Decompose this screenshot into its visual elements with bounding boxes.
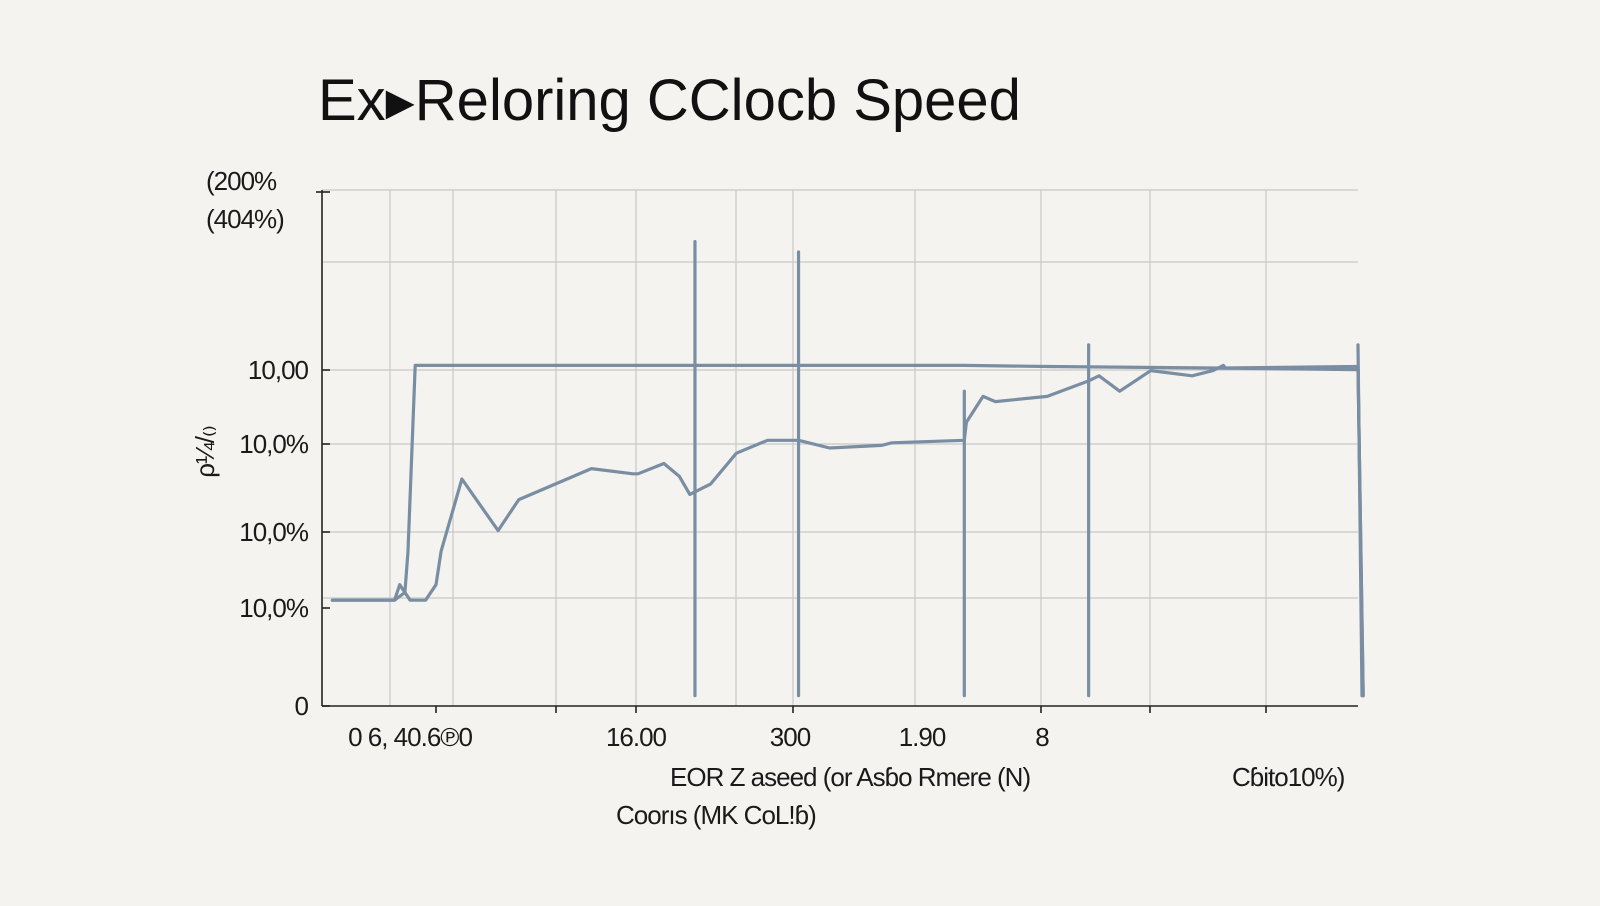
x-tick-label: 300 (770, 722, 811, 752)
y-tick-label: 10,0% (239, 593, 309, 623)
y-tick-label: 10,0% (239, 429, 309, 459)
x-tick-label: 16.00 (606, 722, 667, 752)
x-axis-label-line1: EOR Z aseed (or Asɓo Rmere (N) (670, 762, 1030, 792)
x-axis-label-line2: Coorıs (MK CoL!ɓ) (616, 800, 816, 830)
series-line-2 (330, 363, 1365, 698)
vertical-marker-5 (1356, 343, 1364, 698)
grid (322, 189, 1358, 706)
top-label-1: (200% (206, 166, 277, 196)
y-tick-labels: 10,00 10,0% 10,0% 10,0% 0 (239, 191, 330, 721)
x-tick-label: 8 (1035, 722, 1049, 752)
y-tick-label: 10,00 (248, 355, 309, 385)
series-line-1 (330, 363, 1365, 698)
axes (321, 190, 1358, 707)
y-tick-label: 10,0% (239, 517, 309, 547)
y-tick-label: 0 (295, 691, 309, 721)
chart-title: Ex▸Reloring CClocb Speed (318, 68, 1021, 133)
x-tick-label: 0 6, 40.6℗0 (348, 722, 472, 752)
data-series (330, 363, 1365, 698)
vertical-markers (693, 240, 1364, 698)
x-tick-label: 1.90 (899, 722, 946, 752)
x-tick-labels: 0 6, 40.6℗0 16.00 300 1.90 8 (348, 706, 1267, 752)
top-label-2: (404%) (206, 204, 284, 234)
y-axis-label: ρ¼/₍₎ (190, 426, 220, 477)
right-label: Cɓito10%) (1232, 762, 1345, 792)
